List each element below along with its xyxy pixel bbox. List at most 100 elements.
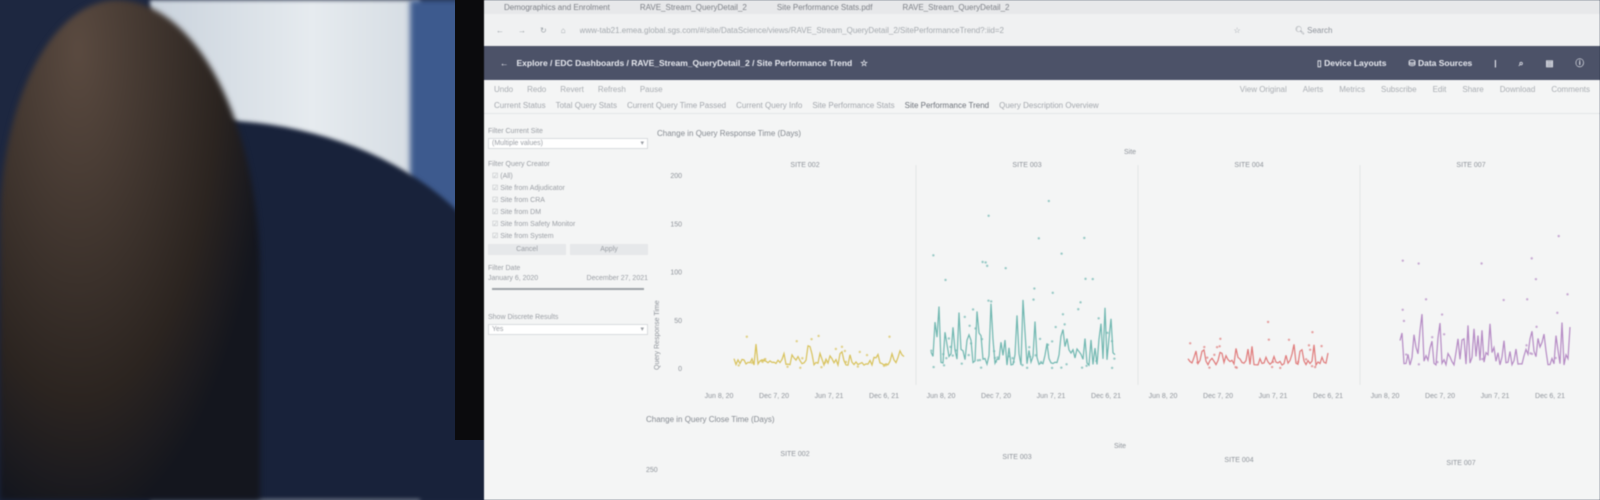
creator-checkbox[interactable]: Site from Adjudicator [492, 184, 644, 192]
device-layouts-button[interactable]: ▯ Device Layouts [1317, 57, 1387, 68]
refresh-button[interactable]: Refresh [597, 84, 626, 94]
panel-header: SITE 007 [1456, 162, 1485, 169]
data-point [1481, 357, 1484, 361]
x-tick-label: Dec 7, 20 [981, 393, 1011, 400]
x-tick-label: Dec 6, 21 [1091, 393, 1121, 400]
x-tick-label: Dec 7, 20 [1425, 393, 1455, 400]
data-point [1206, 356, 1209, 359]
edit-button[interactable]: Edit [1432, 84, 1447, 94]
site-filter-select[interactable]: (Multiple values) [488, 138, 648, 149]
back-icon[interactable]: ← [496, 25, 504, 35]
data-point [1287, 338, 1291, 341]
data-point [1034, 354, 1037, 357]
view-original-button[interactable]: View Original [1239, 84, 1287, 94]
data-point [884, 364, 888, 367]
breadcrumb[interactable]: Explore / EDC Dashboards / RAVE_Stream_Q… [516, 58, 853, 68]
data-point [858, 350, 861, 354]
data-point [760, 359, 763, 363]
site-filter-label: Filter Current Site [488, 128, 543, 135]
data-point [1110, 339, 1114, 343]
data-point [1311, 330, 1314, 334]
data-sources-button[interactable]: ⛁ Data Sources [1408, 57, 1473, 68]
tab-total-query-stats[interactable]: Total Query Stats [555, 101, 617, 110]
search-placeholder: Search [1307, 25, 1333, 35]
data-point [932, 365, 935, 369]
data-point [1402, 319, 1406, 323]
creator-checkbox[interactable]: Site from DM [492, 208, 644, 216]
tab-current-query-time-passed[interactable]: Current Query Time Passed [626, 101, 727, 110]
data-point [1063, 323, 1066, 326]
creator-checkbox[interactable]: Site from System [492, 232, 644, 240]
reload-icon[interactable]: ↻ [540, 25, 547, 35]
data-point [1203, 345, 1206, 349]
creator-checkbox[interactable]: Site from Safety Monitor [492, 220, 644, 228]
data-point [1033, 287, 1036, 290]
undo-button[interactable]: Undo [494, 84, 514, 94]
alerts-button[interactable]: Alerts [1302, 84, 1324, 94]
cancel-button[interactable]: Cancel [488, 244, 566, 255]
forward-icon[interactable]: → [518, 25, 526, 35]
browser-tab[interactable]: Site Performance Stats.pdf [776, 2, 873, 12]
data-point [817, 334, 820, 338]
subscribe-button[interactable]: Subscribe [1381, 84, 1417, 94]
data-point [1267, 338, 1271, 341]
y-tick-label: 0 [678, 366, 682, 373]
share-button[interactable]: Share [1462, 84, 1484, 94]
data-point [1061, 313, 1065, 316]
data-point [865, 353, 869, 357]
tab-query-description-overview[interactable]: Query Description Overview [999, 101, 1099, 110]
browser-tab[interactable]: RAVE_Stream_QueryDetail_2 [902, 2, 1010, 12]
creator-checkbox[interactable]: Site from CRA [492, 196, 644, 204]
help-icon[interactable]: ⓘ [1575, 58, 1584, 68]
data-point [856, 365, 860, 368]
notes-icon[interactable]: ▤ [1545, 57, 1554, 68]
home-icon[interactable]: ⌂ [560, 25, 566, 35]
tab-current-status[interactable]: Current Status [494, 101, 546, 110]
url-input[interactable]: www-tab21.emea.global.sgs.com/#/site/Dat… [579, 25, 1004, 35]
data-point [1039, 360, 1043, 364]
data-point [1060, 252, 1063, 255]
data-point [989, 300, 993, 303]
data-point [840, 345, 844, 349]
tab-site-performance-stats[interactable]: Site Performance Stats [812, 101, 895, 110]
data-point [1110, 366, 1114, 370]
pause-button[interactable]: Pause [639, 84, 663, 94]
redo-button[interactable]: Redo [527, 84, 547, 94]
panel-header: SITE 007 [1446, 460, 1475, 467]
comments-button[interactable]: Comments [1551, 84, 1590, 94]
data-point [834, 347, 838, 351]
back-arrow-icon[interactable]: ← [500, 58, 509, 68]
search-icon[interactable]: ⌕ [1518, 57, 1524, 68]
tab-site-performance-trend[interactable]: Site Performance Trend [904, 101, 990, 110]
data-point [1234, 365, 1237, 369]
data-point [763, 358, 766, 361]
data-point [1436, 360, 1439, 364]
data-point [737, 364, 740, 367]
data-point [1404, 353, 1408, 356]
y-tick-label: 50 [674, 318, 682, 325]
download-button[interactable]: Download [1499, 84, 1536, 94]
x-tick-label: Dec 6, 21 [1313, 393, 1343, 400]
browser-search[interactable]: 🔍︎ Search [1294, 25, 1333, 35]
x-tick-label: Dec 6, 21 [1535, 393, 1565, 400]
date-range-slider[interactable] [492, 288, 644, 290]
data-point [1304, 358, 1308, 361]
data-point [945, 356, 948, 360]
chart1-title: Change in Query Response Time (Days) [657, 129, 801, 138]
data-point [801, 357, 804, 360]
apply-button[interactable]: Apply [570, 244, 648, 255]
bookmark-star-icon[interactable]: ☆ [1233, 25, 1241, 35]
favorite-star-icon[interactable]: ☆ [860, 57, 868, 68]
metrics-button[interactable]: Metrics [1339, 84, 1365, 94]
revert-button[interactable]: Revert [560, 84, 584, 94]
data-point [1084, 277, 1087, 281]
creator-checkbox[interactable]: (All) [492, 172, 644, 180]
y-tick-label: 200 [670, 173, 682, 180]
data-point [1215, 345, 1219, 349]
tab-current-query-info[interactable]: Current Query Info [736, 101, 803, 110]
data-point [954, 349, 958, 352]
browser-tab[interactable]: Demographics and Enrolment [504, 2, 610, 12]
browser-tab[interactable]: RAVE_Stream_QueryDetail_2 [639, 2, 747, 12]
discrete-select[interactable]: Yes [488, 324, 648, 335]
data-point [888, 335, 891, 338]
